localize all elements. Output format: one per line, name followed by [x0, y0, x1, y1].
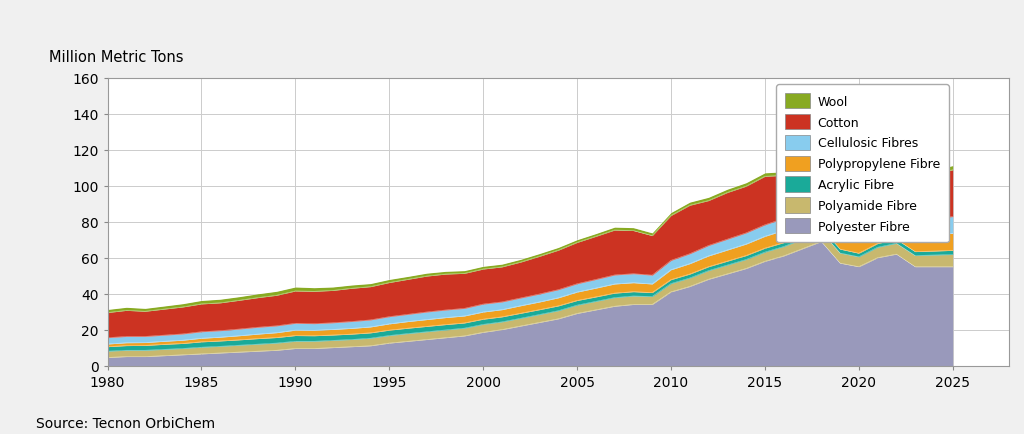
Circle shape [162, 145, 738, 329]
Text: Million Metric Tons: Million Metric Tons [49, 50, 183, 65]
Legend: Wool, Cotton, Cellulosic Fibres, Polypropylene Fibre, Acrylic Fibre, Polyamide F: Wool, Cotton, Cellulosic Fibres, Polypro… [776, 85, 948, 243]
Text: Source: Tecnon OrbiChem: Source: Tecnon OrbiChem [36, 416, 215, 430]
